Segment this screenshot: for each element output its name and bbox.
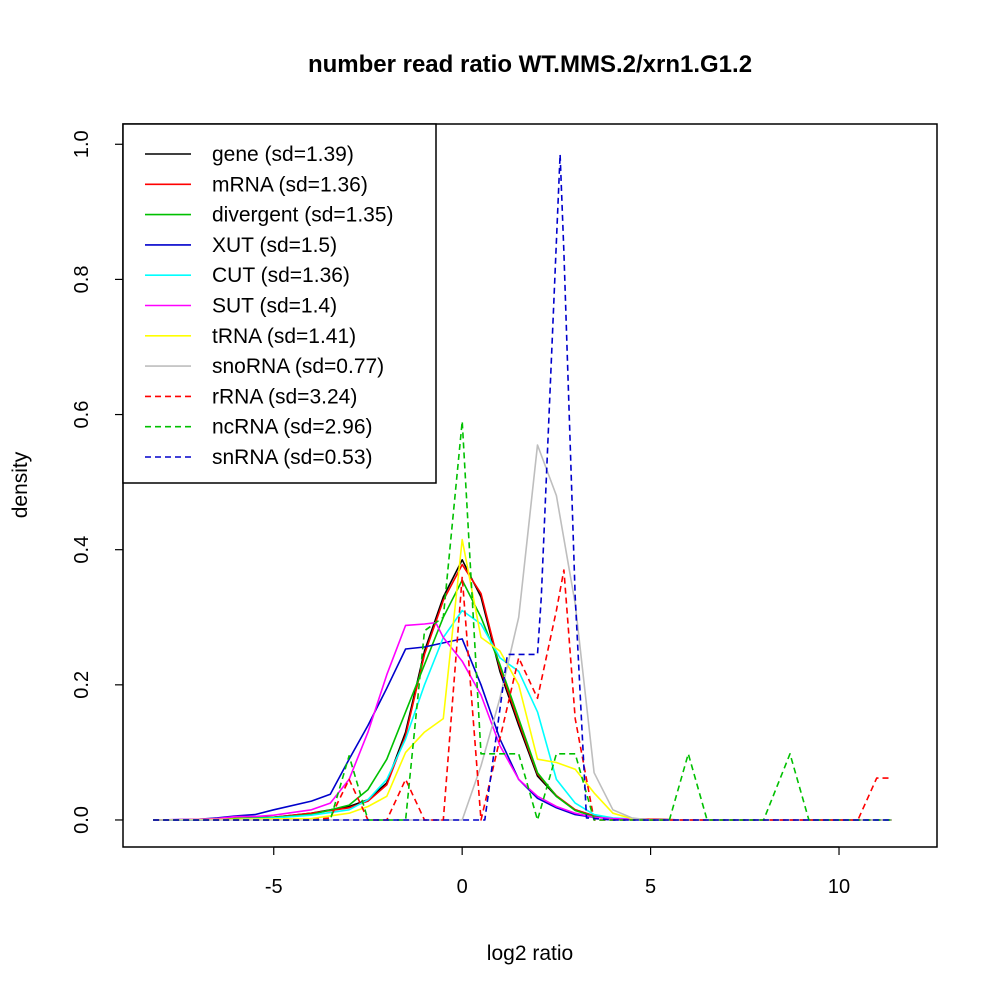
- x-axis-label: log2 ratio: [487, 942, 573, 965]
- legend-label: snoRNA (sd=0.77): [212, 355, 384, 378]
- y-tick-label: 0.8: [71, 266, 93, 294]
- legend-label: tRNA (sd=1.41): [212, 325, 356, 348]
- legend-label: XUT (sd=1.5): [212, 234, 337, 257]
- chart-title: number read ratio WT.MMS.2/xrn1.G1.2: [308, 51, 752, 78]
- series-layer: [153, 153, 892, 821]
- legend-label: ncRNA (sd=2.96): [212, 416, 373, 439]
- y-tick-label: 0.2: [71, 671, 93, 699]
- y-tick-label: 0.4: [71, 536, 93, 564]
- x-tick-label: -5: [265, 876, 283, 898]
- y-tick-label: 0.0: [71, 806, 93, 834]
- legend-label: gene (sd=1.39): [212, 143, 354, 166]
- x-tick-label: 10: [828, 876, 850, 898]
- y-axis-label: density: [9, 451, 32, 518]
- y-tick-label: 1.0: [71, 130, 93, 158]
- legend-label: CUT (sd=1.36): [212, 264, 350, 287]
- series-line-5: [153, 621, 892, 821]
- series-line-10: [153, 153, 892, 821]
- x-tick-label: 0: [457, 876, 468, 898]
- legend-label: mRNA (sd=1.36): [212, 173, 368, 196]
- legend: gene (sd=1.39) mRNA (sd=1.36) divergent (s…: [122, 123, 437, 484]
- legend-label: rRNA (sd=3.24): [212, 385, 357, 408]
- axes-layer: -5 0 5 10 0.0 0.2 0.4 0.6 0.8 1.0: [71, 123, 938, 898]
- y-tick-label: 0.6: [71, 401, 93, 429]
- legend-label: divergent (sd=1.35): [212, 204, 394, 227]
- legend-label: snRNA (sd=0.53): [212, 446, 373, 469]
- legend-label: SUT (sd=1.4): [212, 295, 337, 318]
- x-tick-label: 5: [645, 876, 656, 898]
